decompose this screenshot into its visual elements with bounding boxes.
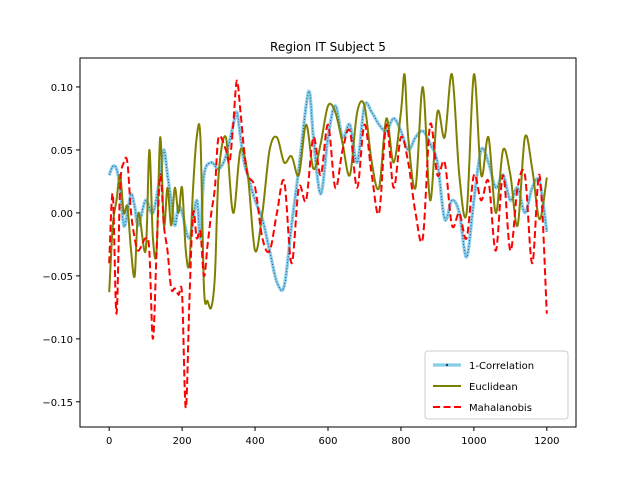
legend-label-mahalanobis: Mahalanobis (469, 403, 532, 414)
x-tick-label: 400 (246, 436, 265, 447)
x-tick-label: 1000 (461, 436, 486, 447)
y-tick-label: −0.15 (42, 398, 73, 409)
y-tick-label: −0.05 (42, 272, 73, 283)
y-axis-ticks: −0.15 −0.10 −0.05 0.00 0.05 0.10 (42, 83, 80, 409)
y-tick-label: 0.10 (51, 83, 73, 94)
x-tick-label: 600 (318, 436, 337, 447)
x-axis-ticks: 0 200 400 600 800 1000 1200 (106, 427, 560, 447)
x-tick-label: 0 (106, 436, 112, 447)
chart-title: Region IT Subject 5 (270, 40, 386, 54)
y-tick-label: 0.00 (51, 209, 73, 220)
series-line-mahalanobis (108, 79, 548, 410)
x-tick-label: 200 (173, 436, 192, 447)
legend-label-1-correlation: 1-Correlation (469, 361, 534, 372)
series-line-1-correlation-markers (108, 90, 548, 291)
y-tick-label: −0.10 (42, 335, 73, 346)
series-layer (107, 73, 549, 410)
x-tick-label: 1200 (534, 436, 559, 447)
legend: 1-Correlation Euclidean Mahalanobis (424, 350, 569, 420)
x-tick-label: 800 (391, 436, 410, 447)
legend-box (424, 350, 569, 420)
legend-label-euclidean: Euclidean (469, 382, 518, 393)
y-tick-label: 0.05 (51, 146, 73, 157)
legend-swatch-marker-1-correlation (445, 363, 449, 367)
axes-frame (79, 57, 577, 428)
